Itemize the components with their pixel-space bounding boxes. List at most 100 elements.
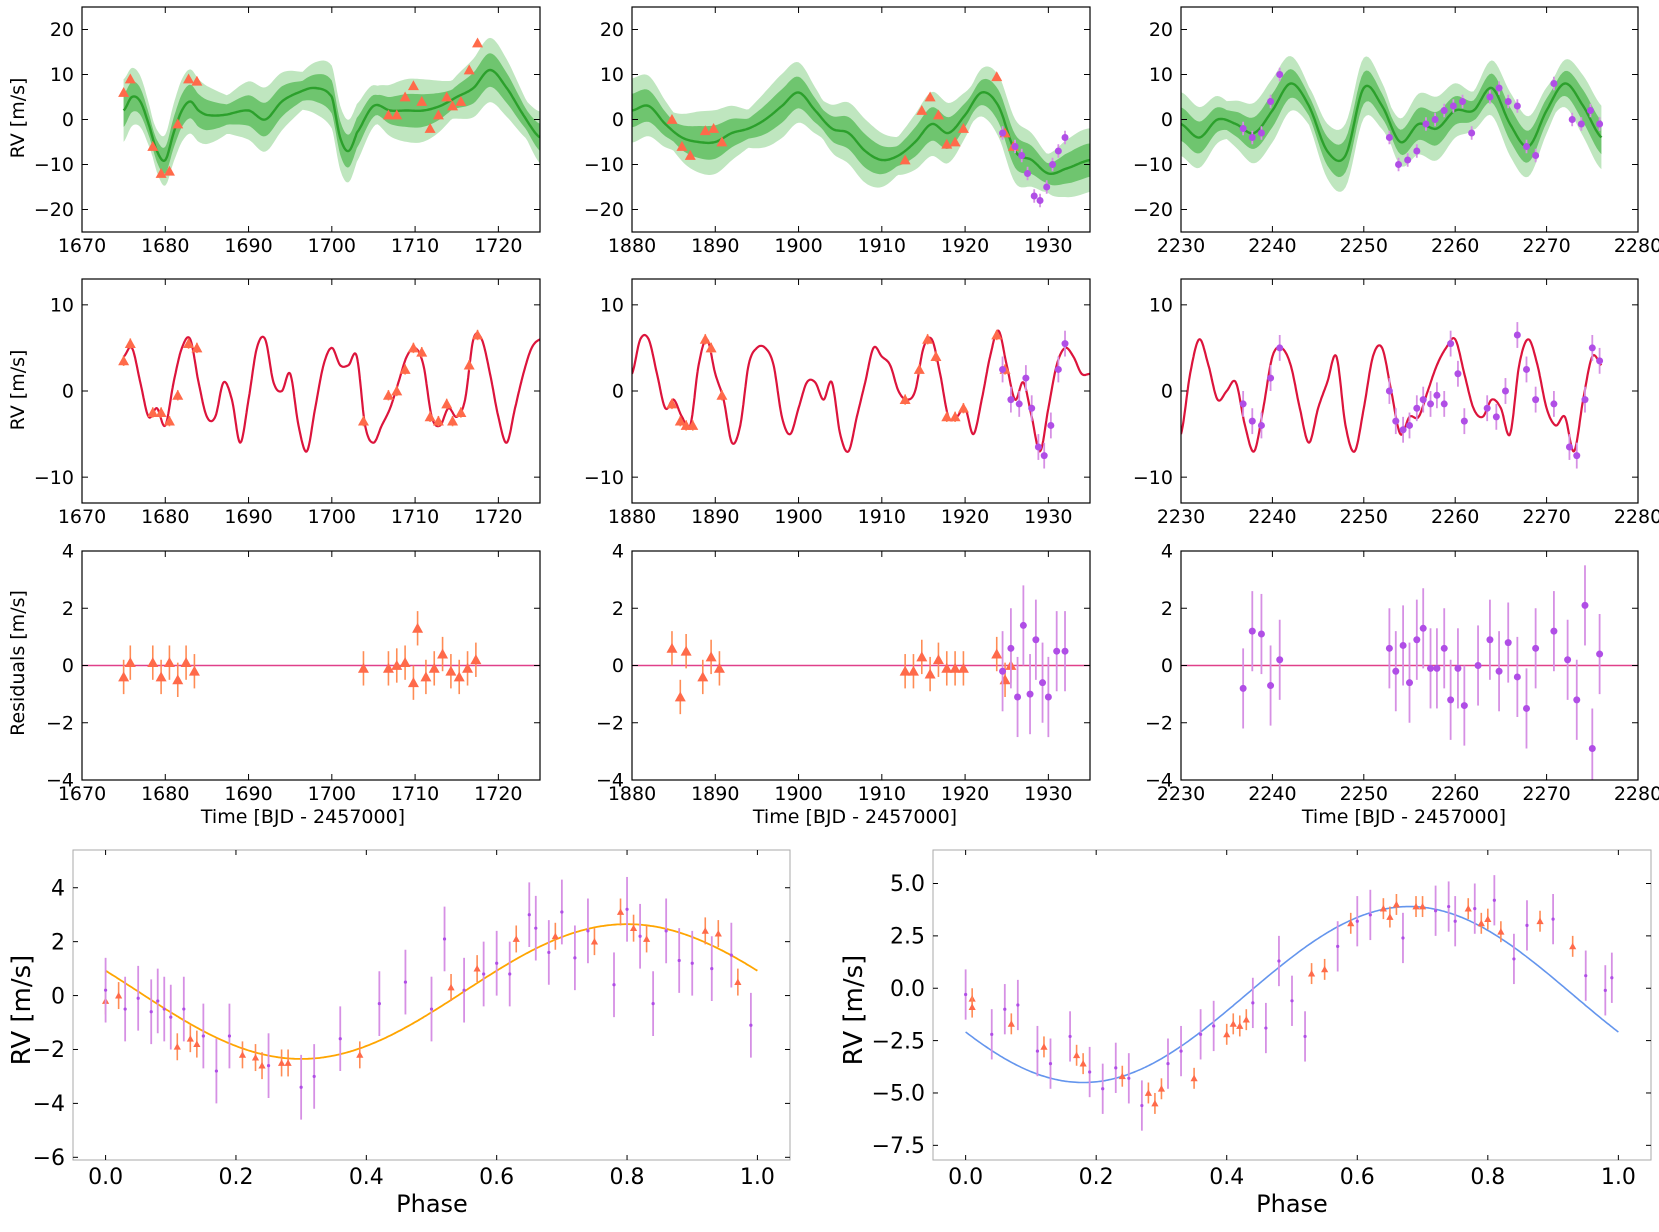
data-point-triangle xyxy=(432,109,444,120)
data-point-triangle xyxy=(399,91,411,102)
x-tick-label: 2250 xyxy=(1340,235,1388,257)
plot-area xyxy=(1181,565,1638,780)
y-tick-label: 10 xyxy=(1149,294,1173,316)
data-point-triangle xyxy=(713,662,725,673)
data-point-circle xyxy=(1399,426,1407,434)
data-point-circle xyxy=(1276,71,1284,78)
y-tick-label: −5.0 xyxy=(872,1082,925,1107)
data-point-triangle xyxy=(357,415,369,426)
panel-phase-2: 0.0 0.2 0.4 0.6 0.8 1.0 −7.5 −5.0 −2.5 0.0 2.5 5.0 xyxy=(872,849,1652,1190)
data-point-triangle xyxy=(238,1051,247,1058)
data-point-circle xyxy=(1392,417,1400,425)
x-tick-label: 1680 xyxy=(141,783,189,805)
data-point-triangle xyxy=(118,671,130,682)
data-point-triangle xyxy=(590,938,599,945)
data-point-circle xyxy=(136,996,140,1000)
panel-model-3: 2230 2240 2250 2260 2270 2280 −10 0 10 xyxy=(1133,278,1659,528)
y-tick-label: 2 xyxy=(612,598,624,620)
data-point-circle xyxy=(149,1010,153,1014)
y-tick-label: −2 xyxy=(46,712,74,734)
data-point-circle xyxy=(227,1034,232,1038)
data-point-circle xyxy=(1431,116,1439,123)
xlabel-time-col2: Time [BJD - 2457000] xyxy=(752,806,957,828)
data-point-triangle xyxy=(147,141,159,151)
data-point-circle xyxy=(1277,959,1281,963)
data-point-triangle xyxy=(716,136,728,147)
data-point-triangle xyxy=(957,402,969,413)
data-point-circle xyxy=(1413,147,1421,155)
data-point-circle xyxy=(1532,644,1540,652)
x-tick-label: 1720 xyxy=(474,235,522,257)
data-point-triangle xyxy=(968,1003,976,1010)
data-point-circle xyxy=(1251,1001,1255,1005)
data-point-circle xyxy=(162,1007,166,1011)
data-point-triangle xyxy=(699,125,711,136)
y-tick-label: −2 xyxy=(596,712,624,734)
plot-area xyxy=(632,62,1090,208)
data-point-circle xyxy=(1015,400,1023,408)
data-point-circle xyxy=(964,992,968,997)
data-point-circle xyxy=(1459,98,1467,105)
data-point-circle xyxy=(1032,636,1040,644)
data-point-circle xyxy=(999,667,1007,675)
data-point-triangle xyxy=(284,1059,292,1066)
data-point-circle xyxy=(1022,374,1030,382)
data-point-triangle xyxy=(118,87,130,97)
data-point-circle xyxy=(1449,102,1457,110)
data-point-circle xyxy=(1406,421,1413,429)
data-point-triangle xyxy=(183,73,195,84)
panel-gp-1: 1670 1680 1690 1700 1710 1720 −20 −10 0 10 20 xyxy=(34,6,541,257)
data-point-triangle xyxy=(420,671,432,682)
plot-area xyxy=(82,611,540,700)
data-point-triangle xyxy=(124,657,136,668)
data-point-circle xyxy=(1028,404,1036,412)
y-tick-label: −4 xyxy=(596,770,624,792)
data-point-triangle xyxy=(124,338,136,349)
x-tick-label: 2230 xyxy=(1157,783,1205,805)
xlabel-time-col3: Time [BJD - 2457000] xyxy=(1301,806,1506,828)
data-point-circle xyxy=(534,926,538,930)
y-tick-label: 2 xyxy=(62,598,74,620)
y-tick-label: −4 xyxy=(1145,770,1173,792)
data-point-circle xyxy=(1007,396,1015,404)
data-point-triangle xyxy=(949,662,961,673)
data-point-circle xyxy=(1276,656,1284,664)
plot-area xyxy=(632,329,1090,469)
data-point-circle xyxy=(1486,636,1494,644)
x-tick-label: 1710 xyxy=(391,235,439,257)
data-point-triangle xyxy=(115,991,123,999)
x-tick-label: 0.4 xyxy=(349,1165,384,1190)
data-point-triangle xyxy=(357,662,369,673)
y-tick-label: 20 xyxy=(1149,19,1173,41)
data-point-circle xyxy=(299,1085,303,1089)
x-tick-label: 1900 xyxy=(774,235,822,257)
data-point-circle xyxy=(1026,690,1034,698)
data-point-circle xyxy=(1551,917,1555,921)
data-point-circle xyxy=(123,1007,127,1011)
x-tick-label: 1690 xyxy=(224,783,272,805)
data-point-triangle xyxy=(399,363,411,374)
data-point-triangle xyxy=(155,671,167,682)
x-tick-label: 0.8 xyxy=(610,1165,645,1190)
data-point-triangle xyxy=(913,363,925,374)
data-point-triangle xyxy=(441,398,453,409)
x-tick-label: 1880 xyxy=(608,235,656,257)
data-point-triangle xyxy=(716,389,728,400)
data-point-triangle xyxy=(399,657,411,668)
y-tick-label: −10 xyxy=(584,467,624,489)
data-point-circle xyxy=(1581,601,1589,609)
data-point-triangle xyxy=(447,983,455,991)
data-point-circle xyxy=(638,934,642,938)
panel-gp-2: 1880 1890 1900 1910 1920 1930 −20 −10 0 10 20 xyxy=(584,6,1091,257)
axes-frame xyxy=(932,849,1652,1161)
data-point-circle xyxy=(710,967,714,971)
data-point-circle xyxy=(1447,340,1455,348)
data-point-triangle xyxy=(172,118,184,129)
plot-area xyxy=(964,875,1619,1131)
data-point-circle xyxy=(462,988,466,992)
data-point-triangle xyxy=(447,100,459,111)
y-tick-label: −10 xyxy=(1133,467,1173,489)
data-point-triangle xyxy=(907,665,919,676)
data-point-triangle xyxy=(1497,928,1505,935)
data-point-circle xyxy=(1406,679,1413,687)
